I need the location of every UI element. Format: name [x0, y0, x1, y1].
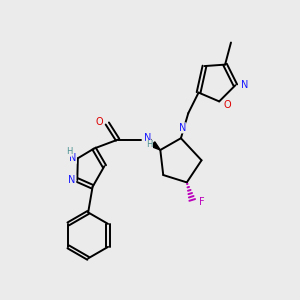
Text: H: H: [66, 147, 72, 156]
Text: O: O: [224, 100, 231, 110]
Text: H: H: [146, 140, 153, 149]
Polygon shape: [151, 142, 160, 150]
Text: F: F: [199, 196, 205, 206]
Text: N: N: [68, 175, 76, 185]
Text: O: O: [95, 117, 103, 127]
Text: N: N: [179, 123, 186, 133]
Text: N: N: [143, 133, 151, 143]
Text: N: N: [69, 153, 76, 163]
Text: N: N: [241, 80, 248, 90]
